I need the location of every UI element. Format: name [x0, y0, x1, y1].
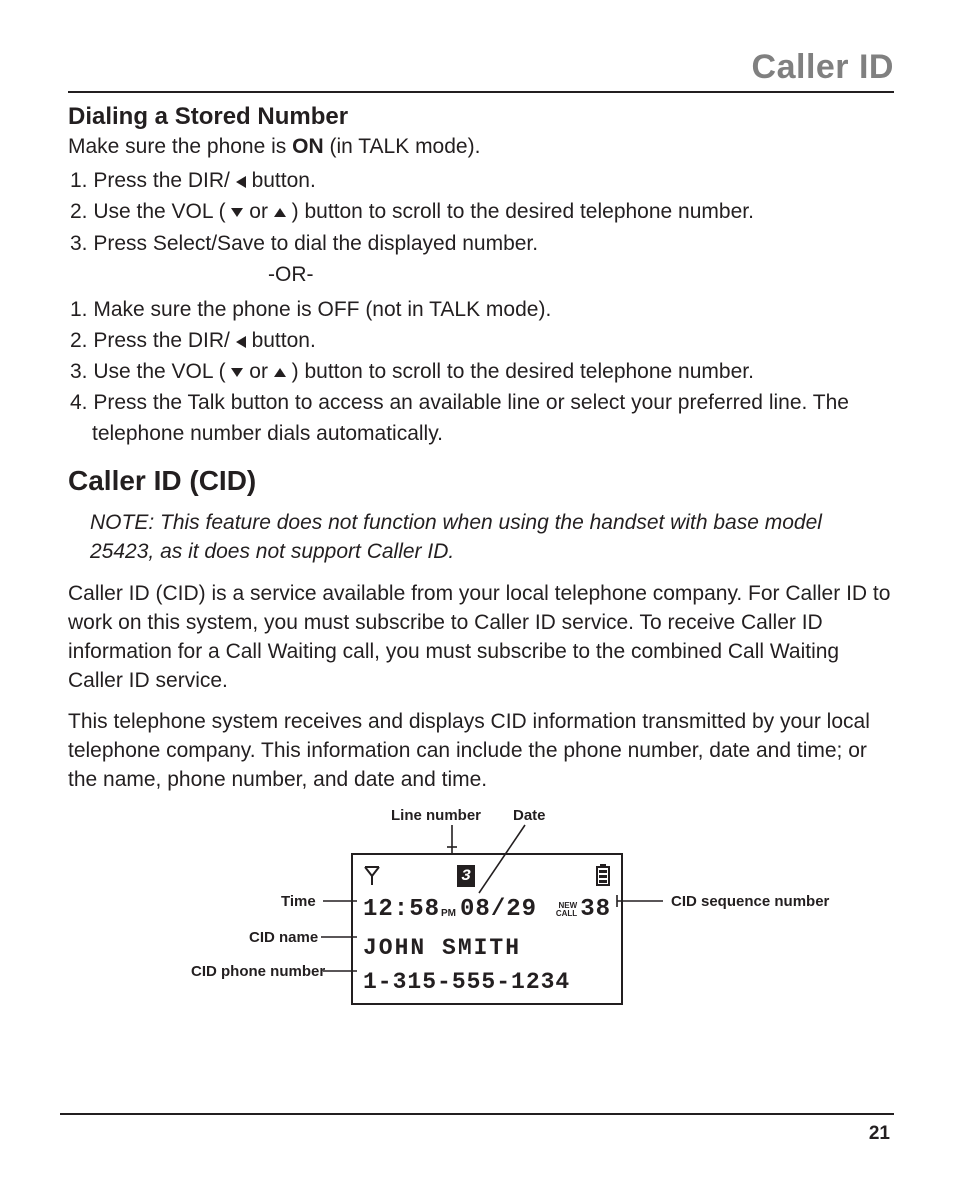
list-item: 1. Make sure the phone is OFF (not in TA… — [68, 294, 894, 325]
list-item: 3. Press Select/Save to dial the display… — [68, 228, 894, 259]
caller-id-para-2: This telephone system receives and displ… — [68, 708, 894, 795]
dialing-list-b: 1. Make sure the phone is OFF (not in TA… — [68, 294, 894, 449]
newcall-bot: CALL — [556, 910, 577, 918]
left-arrow-icon — [236, 336, 246, 348]
caller-id-note: NOTE: This feature does not function whe… — [90, 509, 884, 566]
dialing-list-a: 1. Press the DIR/ button. 2. Use the VOL… — [68, 165, 894, 258]
or-separator: -OR- — [268, 259, 894, 291]
dialing-heading: Dialing a Stored Number — [68, 103, 894, 131]
battery-icon — [595, 864, 611, 886]
label-date: Date — [513, 807, 546, 824]
list-item: 1. Press the DIR/ button. — [68, 165, 894, 196]
intro-b: (in TALK mode). — [324, 135, 481, 158]
dialing-intro: Make sure the phone is ON (in TALK mode)… — [68, 133, 894, 161]
up-arrow-icon — [274, 368, 286, 377]
label-cid-seq: CID sequence number — [671, 893, 829, 910]
label-cid-name: CID name — [249, 929, 318, 946]
down-arrow-icon — [231, 368, 243, 377]
lcd-diagram: Line number Date Time CID name CID seque… — [161, 807, 801, 1017]
label-cid-phone: CID phone number — [191, 963, 325, 980]
list-item: 2. Use the VOL ( or ) button to scroll t… — [68, 196, 894, 227]
lcd-screen: 3 12:58 PM 08/29 NEW CALL 38 JOHN SMITH — [351, 853, 623, 1005]
lcd-date: 08/29 — [460, 896, 537, 923]
lcd-time: 12:58 — [363, 896, 440, 923]
label-line-number: Line number — [391, 807, 481, 824]
intro-bold: ON — [292, 135, 324, 158]
lcd-cid-phone: 1-315-555-1234 — [363, 969, 570, 995]
list-item: 3. Use the VOL ( or ) button to scroll t… — [68, 356, 894, 387]
step-text: 1. Make sure the phone is — [70, 298, 317, 321]
lcd-newcall: NEW CALL — [556, 902, 577, 918]
step-text: ) button to scroll to the desired teleph… — [286, 360, 754, 383]
intro-a: Make sure the phone is — [68, 135, 292, 158]
caller-id-heading: Caller ID (CID) — [68, 465, 894, 497]
step-text: button. — [246, 169, 316, 192]
step-text: or — [243, 200, 273, 223]
page-header: Caller ID — [68, 48, 894, 93]
antenna-icon — [363, 864, 381, 886]
up-arrow-icon — [274, 208, 286, 217]
step-text: or — [243, 360, 273, 383]
list-item: 4. Press the Talk button to access an av… — [68, 387, 894, 449]
step-text: 1. Press the DIR/ — [70, 169, 236, 192]
step-text: 2. Press the DIR/ — [70, 329, 236, 352]
page-number: 21 — [869, 1123, 890, 1145]
label-time: Time — [281, 893, 316, 910]
step-text: 3. Use the VOL ( — [70, 360, 231, 383]
footer-rule — [60, 1113, 894, 1115]
step-text: button. — [246, 329, 316, 352]
down-arrow-icon — [231, 208, 243, 217]
lcd-seq: 38 — [580, 896, 611, 923]
line-number-box: 3 — [457, 865, 475, 887]
caller-id-para-1: Caller ID (CID) is a service available f… — [68, 580, 894, 696]
step-text: ) button to scroll to the desired teleph… — [286, 200, 754, 223]
step-text: 2. Use the VOL ( — [70, 200, 231, 223]
step-bold: OFF — [317, 298, 359, 321]
lcd-ampm: PM — [441, 908, 456, 919]
list-item: 2. Press the DIR/ button. — [68, 325, 894, 356]
step-text: (not in TALK mode). — [359, 298, 551, 321]
left-arrow-icon — [236, 176, 246, 188]
lcd-cid-name: JOHN SMITH — [363, 935, 521, 961]
